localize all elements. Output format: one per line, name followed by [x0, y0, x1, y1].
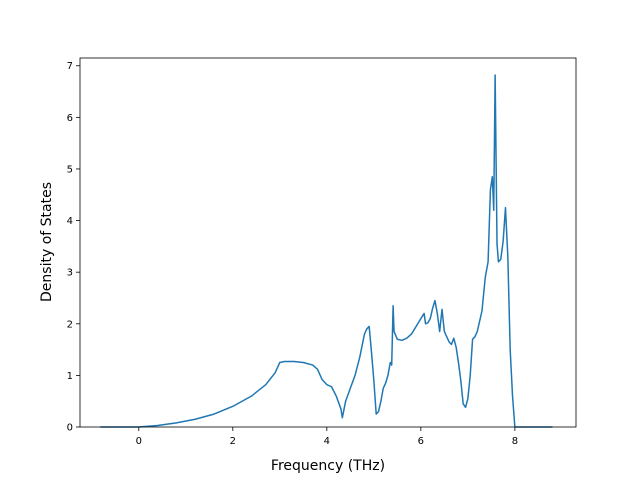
y-tick-label: 2 — [67, 319, 73, 330]
y-tick-label: 0 — [67, 423, 73, 434]
y-tick-label: 5 — [67, 164, 73, 175]
x-axis-label: Frequency (THz) — [271, 458, 385, 474]
y-tick-label: 3 — [67, 268, 73, 279]
y-tick-label: 6 — [67, 113, 73, 124]
y-tick-label: 1 — [67, 371, 73, 382]
x-tick-label: 6 — [418, 436, 424, 447]
x-tick-label: 2 — [230, 436, 236, 447]
plot-frame — [79, 57, 577, 428]
x-tick-label: 0 — [136, 436, 142, 447]
axis-ticks: 0 2 4 6 8 0 1 2 3 4 5 6 7 — [67, 61, 518, 447]
series-line — [100, 74, 553, 428]
x-tick-label: 8 — [512, 436, 518, 447]
x-tick-label: 4 — [324, 436, 330, 447]
y-tick-label: 7 — [67, 61, 73, 72]
y-tick-label: 4 — [67, 216, 73, 227]
y-axis-label: Density of States — [39, 182, 55, 302]
